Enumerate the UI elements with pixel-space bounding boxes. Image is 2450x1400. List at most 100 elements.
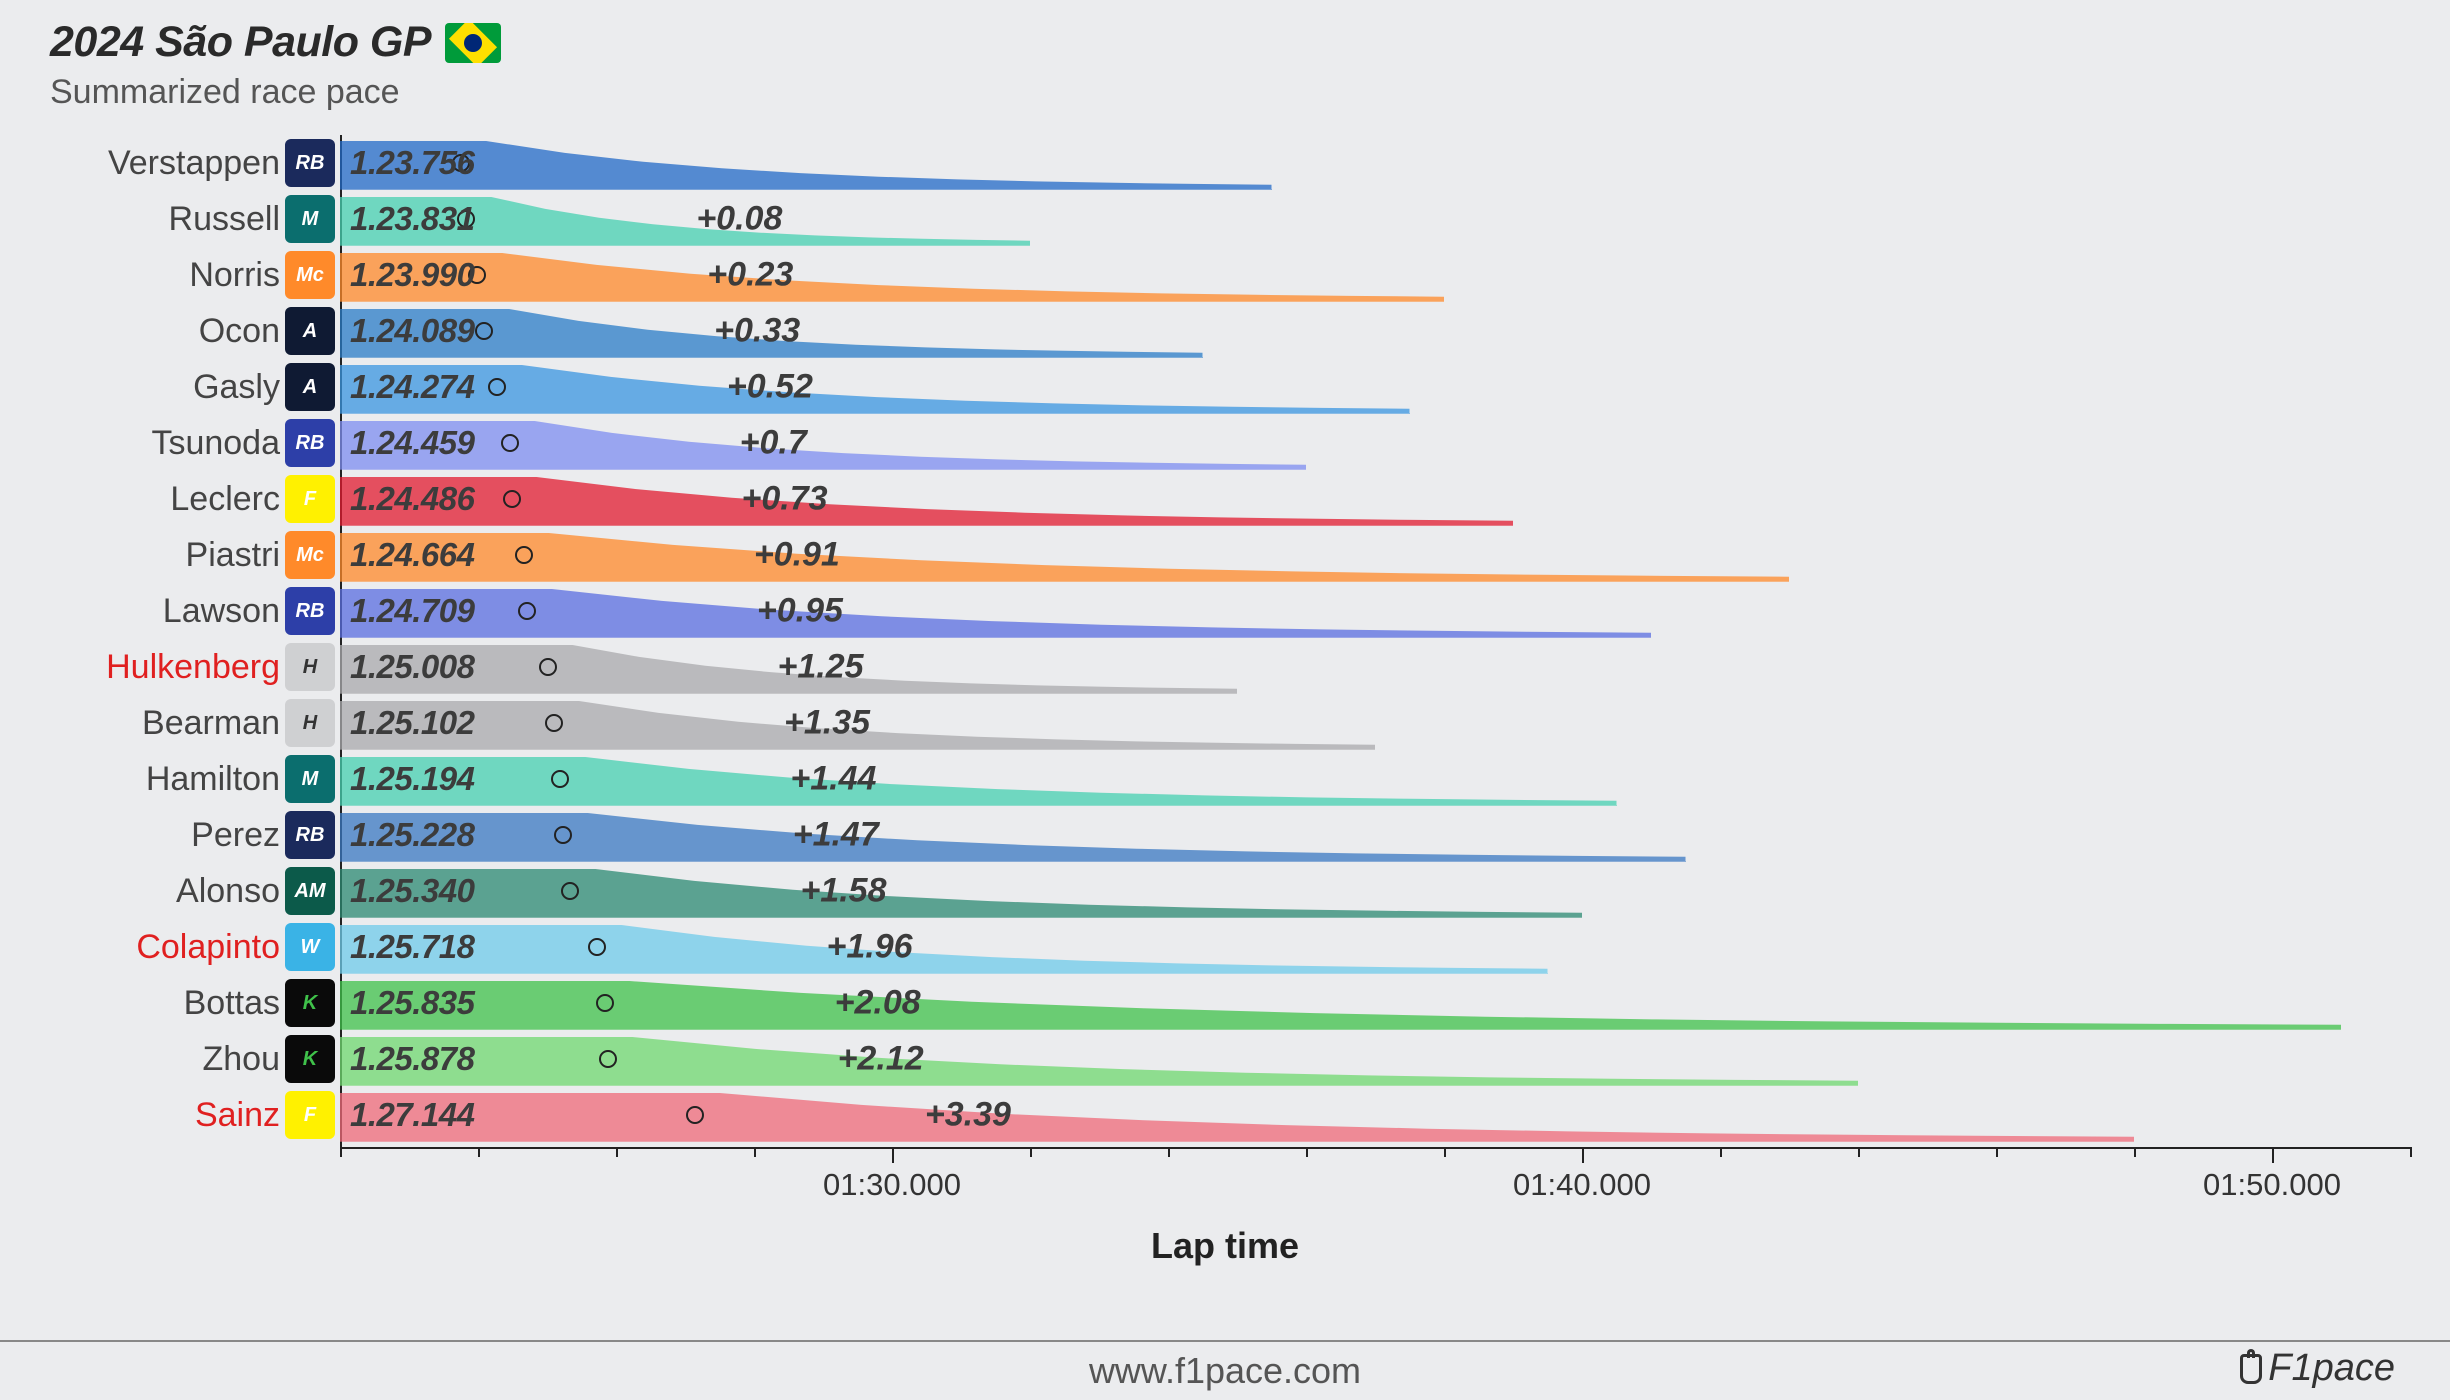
title-text: 2024 São Paulo GP bbox=[50, 18, 431, 67]
driver-name: Colapinto bbox=[136, 928, 280, 967]
delta-label: +1.44 bbox=[790, 760, 876, 799]
driver-row: TsunodaRB1.24.459+0.7 bbox=[40, 415, 2410, 471]
team-badge: RB bbox=[285, 811, 335, 859]
median-dot bbox=[596, 994, 614, 1012]
footer-url: www.f1pace.com bbox=[1089, 1350, 1361, 1392]
brand: F1pace bbox=[2240, 1347, 2395, 1390]
axis-tick bbox=[1030, 1147, 1032, 1157]
delta-label: +0.33 bbox=[714, 312, 800, 351]
axis-tick bbox=[2410, 1147, 2412, 1157]
driver-row: HamiltonM1.25.194+1.44 bbox=[40, 751, 2410, 807]
bar-area: 1.25.228+1.47 bbox=[340, 807, 2410, 863]
baseline-tail bbox=[340, 693, 1237, 694]
axis-tick bbox=[2134, 1147, 2136, 1157]
baseline-tail bbox=[340, 917, 1582, 918]
axis-major-tick bbox=[892, 1147, 894, 1163]
axis-tick-label: 01:30.000 bbox=[823, 1167, 961, 1203]
driver-name: Piastri bbox=[186, 536, 280, 575]
axis-tick bbox=[616, 1147, 618, 1157]
distribution-shape bbox=[340, 1089, 2139, 1141]
laptime-label: 1.27.144 bbox=[350, 1096, 474, 1134]
median-dot bbox=[539, 658, 557, 676]
distribution-shape bbox=[340, 809, 1691, 861]
delta-label: +2.08 bbox=[835, 984, 921, 1023]
driver-row: HulkenbergH1.25.008+1.25 bbox=[40, 639, 2410, 695]
baseline-tail bbox=[340, 581, 1789, 582]
driver-name: Hulkenberg bbox=[106, 648, 280, 687]
team-badge: F bbox=[285, 1091, 335, 1139]
driver-row: GaslyA1.24.274+0.52 bbox=[40, 359, 2410, 415]
bar-area: 1.27.144+3.39 bbox=[340, 1087, 2410, 1143]
axis-tick bbox=[1168, 1147, 1170, 1157]
team-badge: A bbox=[285, 363, 335, 411]
driver-row: LawsonRB1.24.709+0.95 bbox=[40, 583, 2410, 639]
laptime-label: 1.24.459 bbox=[350, 424, 474, 462]
delta-label: +2.12 bbox=[838, 1040, 924, 1079]
bar-area: 1.24.274+0.52 bbox=[340, 359, 2410, 415]
axis-tick bbox=[478, 1147, 480, 1157]
baseline-tail bbox=[340, 413, 1410, 414]
team-badge: M bbox=[285, 755, 335, 803]
driver-name: Leclerc bbox=[170, 480, 280, 519]
driver-name: Bottas bbox=[184, 984, 280, 1023]
laptime-label: 1.23.990 bbox=[350, 256, 474, 294]
coffee-cup-icon bbox=[2240, 1354, 2262, 1384]
bar-area: 1.25.008 +1.25 bbox=[340, 639, 2410, 695]
axis-tick bbox=[1858, 1147, 1860, 1157]
driver-row: ColapintoW1.25.718+1.96 bbox=[40, 919, 2410, 975]
baseline-tail bbox=[340, 1141, 2134, 1142]
bar-area: 1.25.835 +2.08 bbox=[340, 975, 2410, 1031]
driver-row: PiastriMc1.24.664+0.91 bbox=[40, 527, 2410, 583]
delta-label: +1.25 bbox=[778, 648, 864, 687]
driver-name: Verstappen bbox=[108, 144, 280, 183]
laptime-label: 1.23.831 bbox=[350, 200, 474, 238]
team-badge: M bbox=[285, 195, 335, 243]
team-badge: H bbox=[285, 699, 335, 747]
bar-area: 1.25.878 +2.12 bbox=[340, 1031, 2410, 1087]
delta-label: +1.58 bbox=[800, 872, 886, 911]
delta-label: +0.23 bbox=[707, 256, 793, 295]
baseline-tail bbox=[340, 1029, 2341, 1030]
team-badge: RB bbox=[285, 419, 335, 467]
driver-name: Ocon bbox=[199, 312, 280, 351]
laptime-label: 1.25.194 bbox=[350, 760, 474, 798]
axis-tick bbox=[1996, 1147, 1998, 1157]
driver-name: Zhou bbox=[203, 1040, 281, 1079]
distribution-shape bbox=[340, 1033, 1863, 1085]
delta-label: +1.47 bbox=[793, 816, 879, 855]
team-badge: RB bbox=[285, 587, 335, 635]
team-badge: Mc bbox=[285, 251, 335, 299]
driver-name: Sainz bbox=[195, 1096, 280, 1135]
bar-area: 1.25.194 +1.44 bbox=[340, 751, 2410, 807]
baseline-tail bbox=[340, 469, 1306, 470]
laptime-label: 1.25.835 bbox=[350, 984, 474, 1022]
brazil-flag-icon bbox=[445, 23, 501, 63]
bar-area: 1.24.459+0.7 bbox=[340, 415, 2410, 471]
driver-name: Perez bbox=[191, 816, 280, 855]
median-dot bbox=[518, 602, 536, 620]
driver-row: LeclercF1.24.486+0.73 bbox=[40, 471, 2410, 527]
baseline-tail bbox=[340, 637, 1651, 638]
team-badge: F bbox=[285, 475, 335, 523]
driver-name: Tsunoda bbox=[151, 424, 280, 463]
bar-area: 1.25.102+1.35 bbox=[340, 695, 2410, 751]
median-dot bbox=[551, 770, 569, 788]
driver-row: NorrisMc1.23.990+0.23 bbox=[40, 247, 2410, 303]
distribution-shape bbox=[340, 417, 1311, 469]
laptime-label: 1.25.008 bbox=[350, 648, 474, 686]
median-dot bbox=[599, 1050, 617, 1068]
bar-area: 1.24.664+0.91 bbox=[340, 527, 2410, 583]
laptime-label: 1.25.102 bbox=[350, 704, 474, 742]
team-badge: K bbox=[285, 1035, 335, 1083]
laptime-label: 1.25.878 bbox=[350, 1040, 474, 1078]
baseline-tail bbox=[340, 861, 1686, 862]
laptime-label: 1.24.709 bbox=[350, 592, 474, 630]
footer: www.f1pace.com bbox=[0, 1340, 2450, 1400]
bar-area: 1.23.756 bbox=[340, 135, 2410, 191]
team-badge: Mc bbox=[285, 531, 335, 579]
bar-area: 1.25.340+1.58 bbox=[340, 863, 2410, 919]
axis-tick-label: 01:40.000 bbox=[1513, 1167, 1651, 1203]
baseline-tail bbox=[340, 1085, 1858, 1086]
median-dot bbox=[588, 938, 606, 956]
baseline-tail bbox=[340, 357, 1203, 358]
